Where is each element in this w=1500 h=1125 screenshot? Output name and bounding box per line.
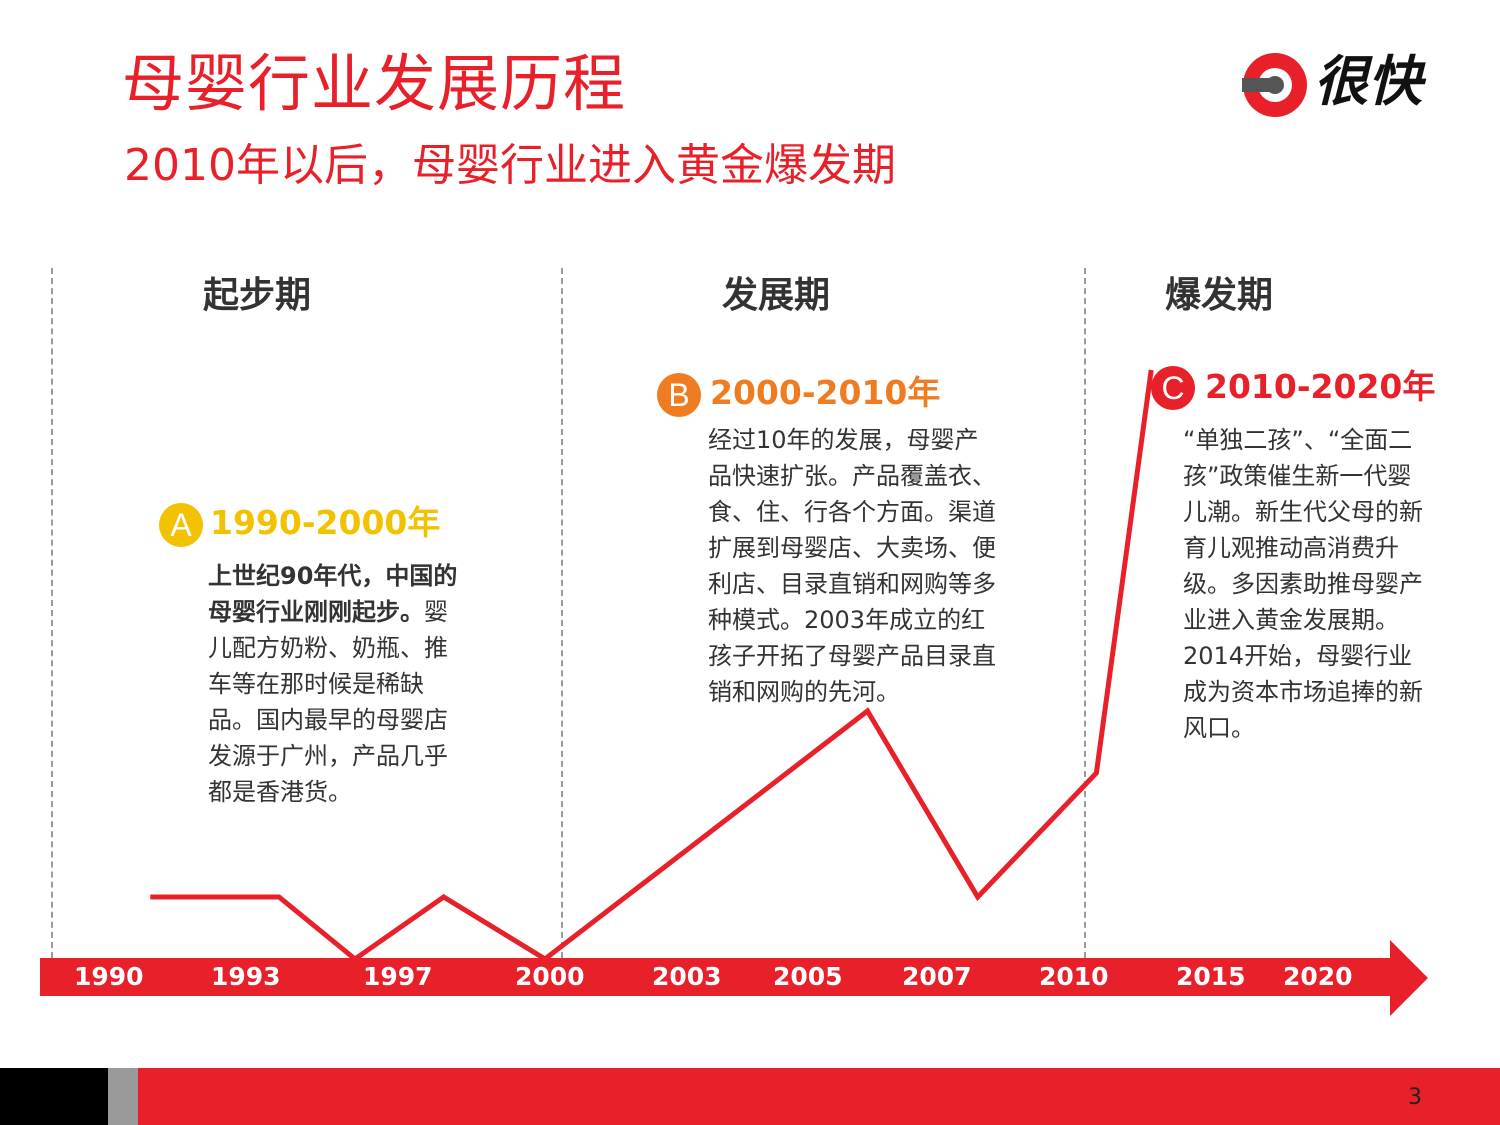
page-title: 母婴行业发展历程 [122, 47, 627, 120]
badge-c: C [1151, 366, 1195, 410]
badge-a: A [159, 503, 203, 547]
logo: 很快 [1242, 50, 1442, 120]
x-tick-label: 1990 [74, 962, 144, 991]
desc-start: 上世纪90年代，中国的母婴行业刚刚起步。婴儿配方奶粉、奶瓶、推车等在那时候是稀缺… [208, 558, 458, 810]
footer-bar-black [0, 1068, 108, 1125]
page-number: 3 [1408, 1085, 1422, 1110]
period-divider [561, 268, 563, 958]
desc-boom-text: “单独二孩”、“全面二孩”政策催生新一代婴儿潮。新生代父母的新育儿观推动高消费升… [1183, 426, 1423, 742]
footer-bar-red [138, 1068, 1500, 1125]
x-tick-label: 2005 [773, 962, 843, 991]
x-tick-label: 2007 [902, 962, 972, 991]
desc-start-text: 婴儿配方奶粉、奶瓶、推车等在那时候是稀缺品。国内最早的母婴店发源于广州，产品几乎… [208, 598, 448, 806]
desc-growth-text: 经过10年的发展，母婴产品快速扩张。产品覆盖衣、食、住、行各个方面。渠道扩展到母… [708, 426, 996, 706]
period-divider [51, 268, 53, 958]
footer-bar-gray [108, 1068, 138, 1125]
logo-text: 很快 [1314, 50, 1422, 113]
period-name-start: 起步期 [203, 275, 312, 316]
axis-arrow [40, 940, 1428, 1016]
period-name-boom: 爆发期 [1165, 275, 1274, 316]
period-name-growth: 发展期 [722, 275, 831, 316]
trend-line [150, 369, 1154, 963]
x-tick-label: 1993 [211, 962, 281, 991]
x-tick-label: 2020 [1283, 962, 1353, 991]
desc-growth: 经过10年的发展，母婴产品快速扩张。产品覆盖衣、食、住、行各个方面。渠道扩展到母… [708, 422, 1000, 710]
x-tick-label: 2010 [1039, 962, 1109, 991]
logo-icon [1242, 53, 1307, 117]
x-tick-label: 2000 [515, 962, 585, 991]
x-tick-label: 2003 [652, 962, 722, 991]
desc-boom: “单独二孩”、“全面二孩”政策催生新一代婴儿潮。新生代父母的新育儿观推动高消费升… [1183, 422, 1428, 746]
badge-b: B [657, 373, 701, 417]
desc-start-bold: 上世纪90年代，中国的母婴行业刚刚起步。 [208, 562, 458, 626]
range-start: 1990-2000年 [210, 503, 441, 542]
x-tick-label: 2015 [1176, 962, 1246, 991]
x-tick-label: 1997 [363, 962, 433, 991]
range-boom: 2010-2020年 [1205, 367, 1436, 406]
page-subtitle: 2010年以后，母婴行业进入黄金爆发期 [124, 140, 896, 191]
range-growth: 2000-2010年 [710, 373, 941, 412]
period-divider [1084, 268, 1086, 958]
